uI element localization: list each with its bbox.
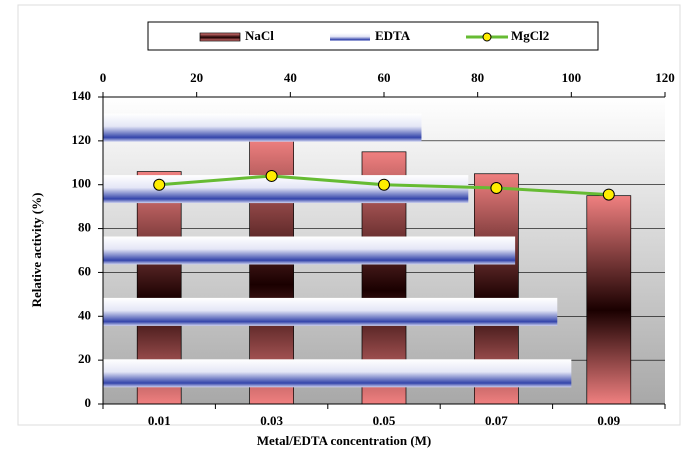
y-tick-label: 80 <box>78 220 91 235</box>
x-tick-label: 0.09 <box>597 413 620 428</box>
bar <box>586 195 632 405</box>
x2-tick-label: 80 <box>471 70 484 85</box>
marker <box>265 169 278 182</box>
x-tick-label: 0.03 <box>260 413 283 428</box>
y-tick-label: 140 <box>72 88 92 103</box>
x-tick-label: 0.01 <box>148 413 171 428</box>
x2-tick-label: 120 <box>655 70 675 85</box>
marker <box>490 182 503 195</box>
hbar <box>103 297 558 326</box>
legend-label: EDTA <box>375 28 411 43</box>
x2-tick-label: 40 <box>284 70 297 85</box>
legend-label: NaCl <box>245 28 274 43</box>
x-tick-label: 0.07 <box>485 413 508 428</box>
x2-tick-label: 100 <box>562 70 582 85</box>
x-tick-label: 0.05 <box>373 413 396 428</box>
x2-tick-label: 20 <box>190 70 203 85</box>
x-axis-title: Metal/EDTA concentration (M) <box>257 433 432 448</box>
marker <box>378 178 390 191</box>
y-tick-label: 40 <box>78 307 91 322</box>
y-tick-label: 120 <box>72 132 92 147</box>
legend-swatch <box>330 33 370 41</box>
y-tick-label: 0 <box>85 395 92 410</box>
x2-tick-label: 60 <box>378 70 391 85</box>
hbar <box>103 359 572 388</box>
legend-label: MgCl2 <box>511 28 549 43</box>
marker <box>153 178 166 191</box>
hbar <box>103 175 469 204</box>
marker <box>602 188 615 201</box>
y-tick-label: 60 <box>78 263 91 278</box>
hbar <box>103 113 422 142</box>
hbar <box>103 236 516 265</box>
y-axis-title: Relative activity (%) <box>29 193 44 308</box>
legend-swatch <box>199 32 241 42</box>
y-tick-label: 100 <box>72 176 92 191</box>
x2-tick-label: 0 <box>100 70 107 85</box>
y-tick-label: 20 <box>78 351 91 366</box>
legend-marker <box>482 32 492 42</box>
